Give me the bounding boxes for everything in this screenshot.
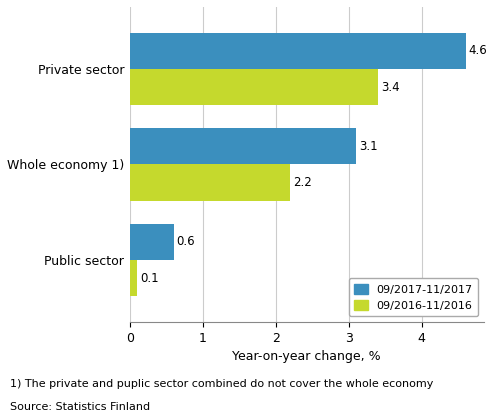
Bar [130,164,290,201]
Bar [130,69,378,105]
Bar [130,260,137,296]
Text: 3.4: 3.4 [381,81,399,94]
Bar [130,128,356,164]
X-axis label: Year-on-year change, %: Year-on-year change, % [233,350,381,363]
Text: 3.1: 3.1 [359,140,378,153]
Text: 4.6: 4.6 [468,45,487,57]
Text: 2.2: 2.2 [293,176,312,189]
Text: Source: Statistics Finland: Source: Statistics Finland [10,402,150,412]
Legend: 09/2017-11/2017, 09/2016-11/2016: 09/2017-11/2017, 09/2016-11/2016 [349,278,478,317]
Bar [130,33,465,69]
Text: 0.1: 0.1 [140,272,159,285]
Bar [130,224,174,260]
Text: 1) The private and puplic sector combined do not cover the whole economy: 1) The private and puplic sector combine… [10,379,433,389]
Text: 0.6: 0.6 [176,235,195,248]
